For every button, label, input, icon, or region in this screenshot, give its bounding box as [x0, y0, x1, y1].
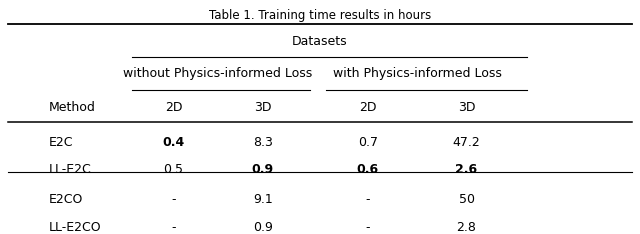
Text: 0.6: 0.6: [356, 163, 379, 176]
Text: without Physics-informed Loss: without Physics-informed Loss: [124, 67, 313, 80]
Text: 0.5: 0.5: [163, 163, 184, 176]
Text: 47.2: 47.2: [452, 136, 481, 149]
Text: 2D: 2D: [359, 101, 376, 114]
Text: -: -: [365, 221, 370, 234]
Text: 50: 50: [459, 193, 475, 205]
Text: -: -: [365, 193, 370, 205]
Text: 0.4: 0.4: [163, 136, 184, 149]
Text: -: -: [171, 221, 176, 234]
Text: 8.3: 8.3: [253, 136, 273, 149]
Text: 0.9: 0.9: [253, 221, 273, 234]
Text: 2.8: 2.8: [456, 221, 477, 234]
Text: 0.9: 0.9: [252, 163, 274, 176]
Text: with Physics-informed Loss: with Physics-informed Loss: [333, 67, 502, 80]
Text: LL-E2C: LL-E2C: [49, 163, 92, 176]
Text: 3D: 3D: [254, 101, 271, 114]
Text: 3D: 3D: [458, 101, 476, 114]
Text: Table 1. Training time results in hours: Table 1. Training time results in hours: [209, 9, 431, 22]
Text: 2.6: 2.6: [456, 163, 477, 176]
Text: E2C: E2C: [49, 136, 74, 149]
Text: 0.7: 0.7: [358, 136, 378, 149]
Text: LL-E2CO: LL-E2CO: [49, 221, 102, 234]
Text: 2D: 2D: [164, 101, 182, 114]
Text: 9.1: 9.1: [253, 193, 273, 205]
Text: Datasets: Datasets: [292, 35, 348, 48]
Text: Method: Method: [49, 101, 96, 114]
Text: -: -: [171, 193, 176, 205]
Text: E2CO: E2CO: [49, 193, 84, 205]
